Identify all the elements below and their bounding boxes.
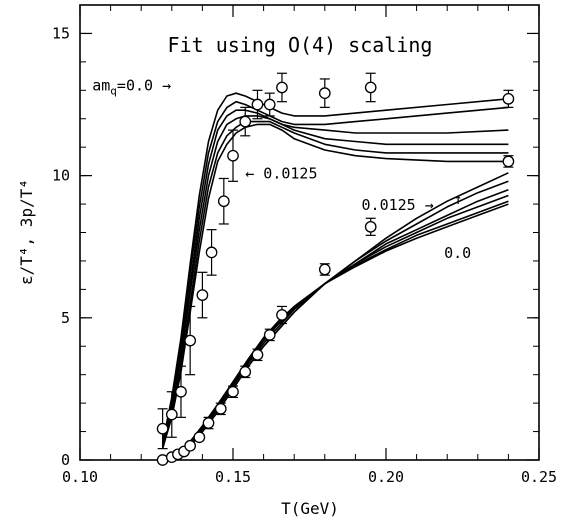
data-points [156,72,515,466]
data-point [184,334,197,347]
data-point [364,220,377,233]
annotation: amq=0.0 → [92,76,171,97]
y-tick-label: 0 [61,451,70,469]
fit-curve [161,120,509,449]
x-tick-label: 0.20 [368,468,404,486]
data-point [364,81,377,94]
y-axis-title: ε/T⁴, 3p/T⁴ [17,179,36,285]
data-point [165,408,178,421]
annotation: 0.0 [444,244,471,262]
data-point [502,92,515,105]
chart-title: Fit using O(4) scaling [168,33,433,57]
x-axis-title: T(GeV) [281,499,339,518]
annotation-arrow: ↑ [454,190,463,208]
data-point [263,329,276,341]
fit-curve [161,123,509,449]
data-point [227,149,239,162]
data-point [156,422,169,435]
data-point [251,348,264,361]
y-tick-label: 5 [61,309,70,327]
data-point [217,195,230,208]
fit-curve [162,200,509,461]
fit-curves [161,92,509,461]
annotations: amq=0.0 → ← 0.0125 0.0125 → 0.0 ↑ [92,76,471,262]
y-tick-label: 10 [52,167,70,185]
x-tick-label: 0.10 [62,468,98,486]
data-point [202,417,215,429]
data-point [276,309,288,321]
fit-curve [162,203,509,461]
data-point [318,263,331,276]
data-point [251,98,264,111]
data-point [205,246,218,259]
annotation: ← 0.0125 [245,164,317,182]
data-point [193,431,206,444]
data-point [239,115,252,128]
y-tick-label: 15 [52,24,70,42]
fit-curve [161,92,509,444]
data-point [196,289,209,301]
fit-curve [162,189,509,461]
data-point [239,365,252,378]
data-point [318,87,331,100]
axis-ticks [79,4,540,461]
data-point [276,81,288,94]
x-tick-label: 0.25 [521,468,557,486]
data-point [227,385,239,398]
data-point [175,385,187,398]
data-point [263,98,276,111]
data-point [502,155,515,168]
plot-frame [79,4,540,461]
data-point [214,402,227,415]
tick-labels: 0.10 0.15 0.20 0.25 0 5 10 15 [52,24,557,486]
annotation: 0.0125 → [362,196,434,214]
fit-curve [162,194,509,461]
fit-curve [161,100,509,444]
data-point [184,439,197,452]
x-tick-label: 0.15 [215,468,251,486]
